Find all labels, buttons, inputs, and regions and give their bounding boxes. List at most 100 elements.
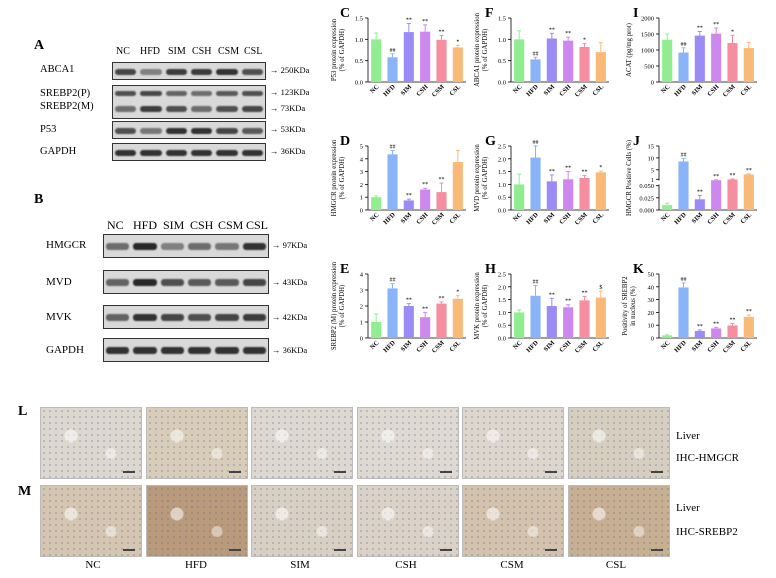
chart-significance-mark: ** (697, 324, 703, 330)
blot-band (241, 90, 263, 96)
blot-band (165, 150, 187, 157)
chart-bar (452, 47, 463, 82)
chart-y-label-line: HMGCR Positive Cells (%) (626, 140, 633, 216)
chart-y-tick-label: 1.5 (355, 16, 363, 23)
blot-band (241, 128, 263, 135)
chart-bar (403, 306, 414, 338)
blot-b-strip-gapdh (103, 338, 269, 362)
chart-significance-mark: ** (439, 177, 445, 183)
chart-y-label: Positivity of SREBP2in nucleus (%) (622, 276, 637, 336)
chart-y-label-line: ACAT (pg/mg prot) (626, 23, 633, 77)
chart-x-tick-label: CSL (739, 83, 753, 97)
chart-significance-mark: ** (406, 193, 412, 199)
scale-bar (229, 471, 241, 473)
blot-band (191, 150, 213, 157)
chart-x-tick-label: CSL (591, 211, 605, 225)
chart-bar (711, 180, 722, 210)
panel-label-i: I (633, 6, 639, 21)
chart-significance-mark: ** (422, 306, 428, 312)
blot-band (188, 347, 212, 355)
chart-y-label: SREBP2 (M) protein expression(% of GAPDH… (331, 261, 346, 350)
chart-x-tick-label: CSM (574, 83, 589, 98)
blot-band (140, 69, 162, 76)
chart-y-tick-label: 0.0 (498, 208, 506, 215)
blot-b-label-mvk: MVK (46, 311, 72, 323)
chart-bar (711, 328, 722, 338)
chart-significance-mark: ## (681, 152, 687, 158)
chart-y-tick-label: 0.025 (639, 195, 654, 202)
blot-band (160, 279, 184, 287)
panel-label-e: E (340, 262, 350, 277)
chart-y-tick-label: 0.5 (355, 58, 363, 65)
chart-significance-mark: * (583, 38, 586, 44)
chart-y-tick-label: 0.0 (498, 80, 506, 87)
chart-bar (387, 288, 398, 338)
chart-y-label: ABCA1 protein expression(% of GAPDH) (474, 12, 489, 87)
chart-significance-mark: ** (713, 174, 719, 180)
chart-significance-mark: ** (565, 166, 571, 172)
chart-y-tick-label: 0 (360, 208, 363, 215)
chart-x-tick-label: CSH (706, 339, 720, 353)
blot-b-kda-mvd: → 43KDa (272, 277, 308, 287)
panel-label-k: K (633, 262, 644, 277)
blot-band (216, 128, 238, 135)
blot-b-kda-hmgcr: → 97KDa (272, 240, 308, 250)
chart-bar (436, 303, 447, 338)
blot-band (216, 69, 238, 76)
chart-significance-mark: ** (439, 296, 445, 302)
ihc-group-csl: CSL (605, 559, 627, 571)
ihc-group-csm: CSM (500, 559, 524, 571)
chart-x-tick-label: NC (512, 339, 524, 351)
chart-x-tick-label: HFD (673, 211, 688, 226)
blot-band (140, 105, 162, 112)
chart-y-tick-label: 0 (651, 80, 654, 87)
blot-band (188, 279, 212, 287)
chart-significance-mark: $ (599, 284, 602, 291)
ihc-group-nc: NC (85, 559, 101, 571)
ihc-hmgcr-hfd-image (146, 407, 248, 479)
blot-band (216, 105, 238, 112)
chart-y-tick-label: 0 (651, 336, 654, 343)
chart-y-label-line: (% of GAPDH) (482, 285, 489, 328)
chart-bar (530, 157, 541, 210)
chart-y-tick-label: 40 (648, 284, 655, 291)
scale-bar (440, 549, 452, 551)
panel-label-l: L (18, 404, 28, 419)
chart-bar (530, 59, 541, 82)
chart-significance-mark: ** (697, 189, 703, 195)
blot-a-label-srebp2p: SREBP2(P) (40, 88, 91, 99)
blot-band (115, 69, 137, 76)
chart-x-tick-label: SIM (691, 211, 705, 225)
chart-bar (546, 306, 557, 338)
chart-y-tick-label: 1 (360, 195, 363, 202)
chart-bar (514, 39, 525, 82)
chart-significance-mark: ** (697, 25, 703, 31)
chart-i: 0 500 1000 1500 2000 ACAT (pg/mg prot) NC ## HFD… (626, 16, 757, 99)
chart-bar (436, 192, 447, 210)
chart-x-tick-label: NC (369, 83, 381, 95)
ihc-hmgcr-csh-image (357, 407, 459, 479)
ihc-group-hfd: HFD (184, 559, 207, 571)
chart-significance-mark: ** (549, 169, 555, 175)
chart-significance-mark: ** (565, 299, 571, 305)
blot-band (133, 279, 157, 287)
chart-bar (546, 38, 557, 82)
blot-band (165, 69, 187, 76)
chart-y-tick-label: 2000 (641, 16, 654, 23)
chart-y-tick-label: 0.050 (639, 183, 654, 190)
chart-significance-mark: ** (713, 22, 719, 28)
chart-bar (579, 178, 590, 210)
panel-label-h: H (485, 262, 496, 277)
chart-y-tick-label: 2.5 (498, 272, 506, 279)
chart-x-tick-label: CSH (415, 339, 429, 353)
chart-y-tick-label: 4 (360, 272, 364, 279)
blot-band (160, 243, 184, 251)
chart-x-tick-label: CSL (591, 83, 605, 97)
scale-bar (229, 549, 241, 551)
chart-significance-mark: ** (730, 318, 736, 324)
chart-significance-mark: ** (730, 173, 736, 179)
chart-x-tick-label: HFD (525, 83, 540, 98)
scale-bar (440, 471, 452, 473)
chart-y-tick-label: 10 (648, 155, 655, 162)
chart-y-tick-label: 1 (651, 177, 654, 184)
